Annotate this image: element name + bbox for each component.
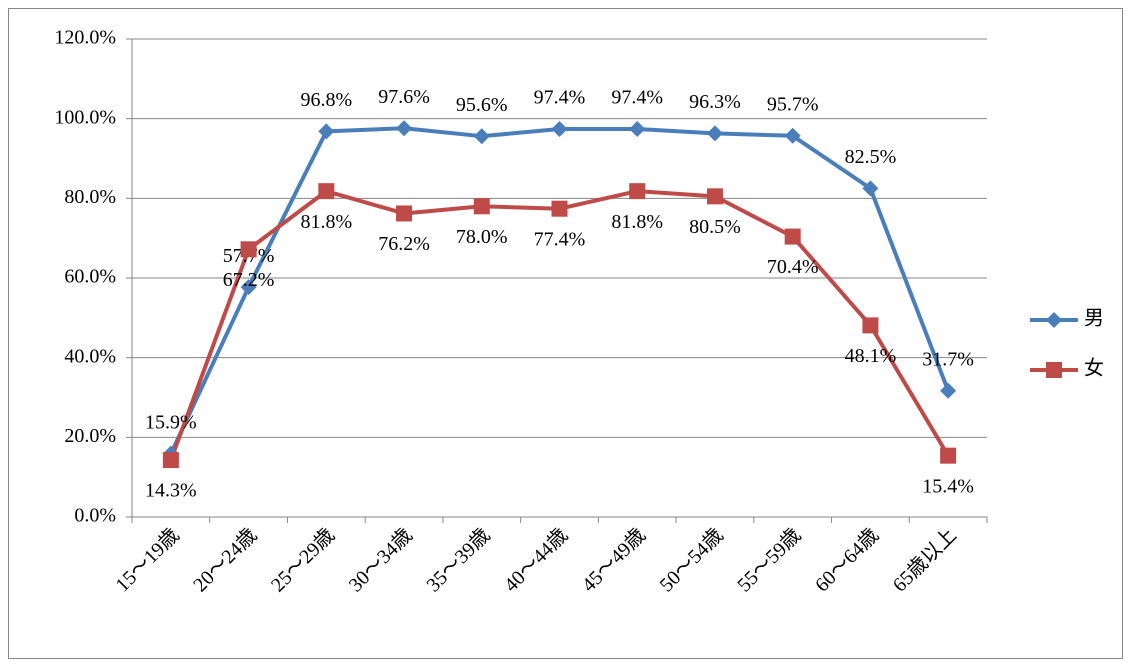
legend-label: 男 xyxy=(1084,308,1104,330)
y-tick-label: 0.0% xyxy=(74,505,116,527)
y-tick-label: 20.0% xyxy=(64,425,116,447)
data-label: 97.4% xyxy=(611,87,663,109)
y-tick-label: 60.0% xyxy=(64,266,116,288)
data-label: 80.5% xyxy=(689,216,741,238)
marker xyxy=(162,452,179,469)
data-label: 96.3% xyxy=(689,91,741,113)
marker xyxy=(396,120,413,137)
data-label: 14.3% xyxy=(145,480,197,502)
marker xyxy=(1046,312,1062,328)
marker xyxy=(784,228,801,245)
y-tick-label: 80.0% xyxy=(64,186,116,208)
marker xyxy=(396,205,413,222)
data-label: 96.8% xyxy=(300,89,352,111)
data-label: 31.7% xyxy=(922,348,974,370)
data-label: 48.1% xyxy=(845,345,897,367)
data-label: 15.9% xyxy=(145,411,197,433)
data-label: 77.4% xyxy=(534,228,586,250)
marker xyxy=(551,121,568,138)
marker xyxy=(706,188,723,205)
y-tick-label: 40.0% xyxy=(64,345,116,367)
data-label: 70.4% xyxy=(767,256,819,278)
data-label: 82.5% xyxy=(845,146,897,168)
data-label: 67.2% xyxy=(223,269,275,291)
marker xyxy=(784,127,801,144)
data-label: 81.8% xyxy=(611,211,663,233)
marker xyxy=(318,183,335,200)
marker xyxy=(940,447,957,464)
data-label: 76.2% xyxy=(378,233,430,255)
marker xyxy=(240,241,257,258)
data-label: 78.0% xyxy=(456,226,508,248)
data-label: 97.4% xyxy=(534,87,586,109)
marker xyxy=(940,382,957,399)
marker xyxy=(706,125,723,142)
chart-frame xyxy=(8,8,1123,659)
marker xyxy=(1046,362,1062,378)
marker xyxy=(551,200,568,217)
data-label: 81.8% xyxy=(300,211,352,233)
marker xyxy=(473,128,490,145)
marker xyxy=(629,183,646,200)
marker xyxy=(629,121,646,138)
data-label: 95.6% xyxy=(456,94,508,116)
y-tick-label: 100.0% xyxy=(54,106,116,128)
data-label: 15.4% xyxy=(922,475,974,497)
y-tick-label: 120.0% xyxy=(54,27,116,49)
marker xyxy=(862,317,879,334)
marker xyxy=(473,198,490,215)
legend-label: 女 xyxy=(1084,357,1104,380)
marker xyxy=(240,279,257,296)
marker xyxy=(318,123,335,140)
data-label: 95.7% xyxy=(767,93,819,115)
data-label: 97.6% xyxy=(378,86,430,108)
marker xyxy=(862,180,879,197)
